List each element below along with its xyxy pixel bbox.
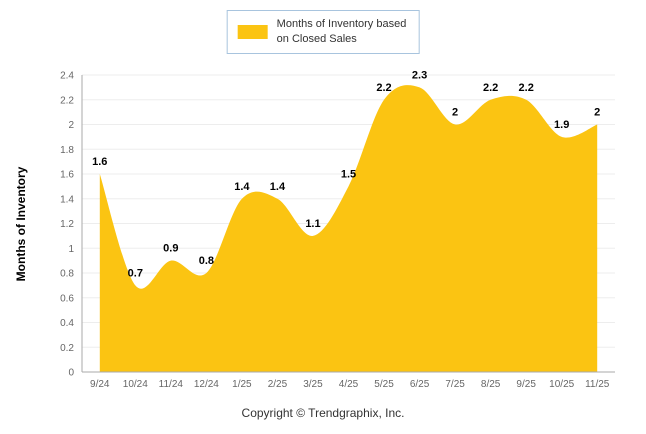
x-tick-label: 9/24 [90,379,110,390]
data-label: 1.6 [92,156,107,168]
y-tick-label: 1.8 [60,145,74,156]
x-tick-label: 1/25 [232,379,252,390]
x-tick-label: 10/25 [549,379,574,390]
x-tick-label: 10/24 [123,379,148,390]
legend-label: Months of Inventory based on Closed Sale… [277,17,407,47]
y-tick-label: 2.2 [60,95,74,106]
copyright-text: Copyright © Trendgraphix, Inc. [241,406,405,420]
y-tick-label: 0.4 [60,318,74,329]
data-label: 2.2 [519,82,534,94]
data-label: 1.5 [341,168,356,180]
y-tick-label: 1 [68,244,74,255]
y-tick-label: 2.4 [60,71,74,82]
x-tick-label: 6/25 [410,379,430,390]
data-label: 2 [452,107,458,119]
legend-label-line1: Months of Inventory based [276,18,407,30]
x-tick-label: 9/25 [516,379,536,390]
data-label: 2 [594,107,600,119]
x-tick-label: 12/24 [194,379,219,390]
data-label: 0.8 [199,255,214,267]
data-label: 2.2 [376,82,391,94]
legend-swatch [237,24,268,39]
x-tick-label: 11/24 [159,379,184,390]
data-label: 0.9 [163,243,178,255]
y-tick-label: 0.6 [60,293,74,304]
data-label: 2.3 [412,69,427,81]
y-tick-label: 2 [68,120,74,131]
data-label: 2.2 [483,82,498,94]
y-tick-label: 1.4 [60,194,74,205]
x-tick-label: 8/25 [481,379,501,390]
x-tick-label: 3/25 [303,379,323,390]
data-label: 1.9 [554,119,569,131]
chart-legend: Months of Inventory based on Closed Sale… [226,10,420,54]
area-series [99,85,598,372]
y-tick-label: 0 [68,368,74,379]
data-label: 1.1 [305,218,320,230]
data-label: 0.7 [128,267,143,279]
y-tick-label: 1.2 [60,219,74,230]
x-tick-label: 4/25 [339,379,359,390]
x-tick-label: 7/25 [445,379,465,390]
legend-label-line2: on Closed Sales [276,32,357,45]
y-tick-label: 0.8 [60,269,74,280]
data-label: 1.4 [234,181,250,193]
data-label: 1.4 [270,181,286,193]
y-tick-label: 0.2 [60,343,74,354]
x-tick-label: 5/25 [374,379,394,390]
x-tick-label: 11/25 [585,379,610,390]
x-tick-label: 2/25 [268,379,288,390]
y-tick-label: 1.6 [60,170,74,181]
